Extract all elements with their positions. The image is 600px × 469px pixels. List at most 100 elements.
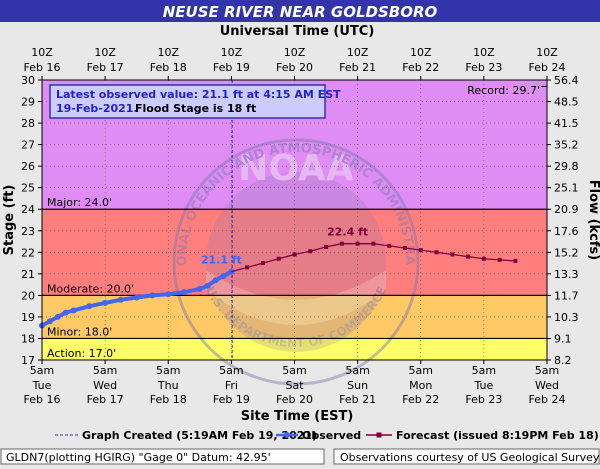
bottom-tick-time: 5am bbox=[93, 364, 117, 377]
forecast-point bbox=[434, 250, 439, 255]
top-tick-time: 10Z bbox=[284, 46, 306, 59]
data-annotation: 22.4 ft bbox=[327, 226, 368, 239]
flow-tick-label: 48.5 bbox=[554, 96, 579, 109]
top-tick-time: 10Z bbox=[94, 46, 116, 59]
forecast-point bbox=[276, 256, 281, 261]
legend: Graph Created (5:19AM Feb 19, 2021) Obse… bbox=[55, 429, 599, 442]
top-tick-time: 10Z bbox=[410, 46, 432, 59]
y-tick-label: 21 bbox=[21, 268, 35, 281]
forecast-point bbox=[513, 258, 518, 263]
info-box bbox=[49, 84, 326, 119]
top-tick-date: Feb 17 bbox=[87, 61, 124, 74]
forecast-point bbox=[387, 243, 392, 248]
band-label: Major: 24.0' bbox=[47, 196, 112, 209]
forecast-point bbox=[260, 261, 265, 266]
flow-tick-label: 10.3 bbox=[554, 311, 579, 324]
flow-tick-label: 25.1 bbox=[554, 182, 579, 195]
observed-point bbox=[212, 277, 219, 284]
y-tick-label: 26 bbox=[21, 160, 35, 173]
observed-point bbox=[149, 292, 156, 299]
observed-point bbox=[46, 318, 53, 325]
y-tick-label: 24 bbox=[21, 203, 35, 216]
top-tick-time: 10Z bbox=[347, 46, 369, 59]
flow-tick-label: 17.6 bbox=[554, 225, 579, 238]
bottom-tick-weekday: Sun bbox=[347, 379, 368, 392]
y-tick-label: 28 bbox=[21, 117, 35, 130]
y-axis-label: Stage (ft) bbox=[2, 185, 17, 256]
observed-point bbox=[165, 291, 172, 298]
bottom-tick-date: Feb 24 bbox=[529, 393, 566, 406]
y-tick-label: 27 bbox=[21, 139, 35, 152]
footer-left-box bbox=[0, 448, 325, 465]
data-annotation: 21.1 ft bbox=[201, 254, 242, 267]
chart-title: NEUSE RIVER NEAR GOLDSBORO bbox=[163, 3, 438, 21]
forecast-point bbox=[497, 257, 502, 262]
forecast-point bbox=[481, 256, 486, 261]
observed-point bbox=[204, 282, 211, 289]
bottom-tick-time: 5am bbox=[219, 364, 243, 377]
bottom-tick-weekday: Tue bbox=[473, 379, 493, 392]
legend-observed: Observed bbox=[302, 429, 361, 442]
bottom-tick-date: Feb 22 bbox=[402, 393, 439, 406]
flow-tick-label: 8.2 bbox=[554, 354, 572, 367]
flow-tick-label: 13.3 bbox=[554, 268, 579, 281]
forecast-point bbox=[245, 265, 250, 270]
info-line-1: Latest observed value: 21.1 ft at 4:15 A… bbox=[56, 88, 341, 101]
record-label: Record: 29.7' bbox=[467, 84, 540, 97]
y2-axis-label: Flow (kcfs) bbox=[586, 180, 600, 260]
y-tick-label: 29 bbox=[21, 96, 35, 109]
forecast-point bbox=[308, 249, 313, 254]
bottom-tick-date: Feb 20 bbox=[276, 393, 313, 406]
top-tick-time: 10Z bbox=[157, 46, 179, 59]
flow-tick-label: 9.1 bbox=[554, 332, 572, 345]
band-action bbox=[42, 338, 547, 360]
bottom-axis-label: Site Time (EST) bbox=[241, 409, 354, 424]
y-tick-label: 23 bbox=[21, 225, 35, 238]
forecast-point bbox=[418, 248, 423, 253]
bottom-tick-time: 5am bbox=[472, 364, 496, 377]
observed-point bbox=[117, 296, 124, 303]
observed-point bbox=[181, 289, 188, 296]
top-tick-time: 10Z bbox=[536, 46, 558, 59]
forecast-point bbox=[402, 246, 407, 250]
title-bar bbox=[0, 0, 600, 22]
forecast-point bbox=[324, 244, 329, 249]
y-tick-label: 17 bbox=[21, 354, 35, 367]
bottom-tick-date: Feb 19 bbox=[213, 393, 250, 406]
bottom-tick-time: 5am bbox=[30, 364, 54, 377]
bottom-tick-date: Feb 16 bbox=[24, 393, 61, 406]
bottom-tick-weekday: Sat bbox=[285, 379, 304, 392]
forecast-point bbox=[450, 252, 455, 257]
y-tick-label: 20 bbox=[21, 289, 35, 302]
footer-right: Observations courtesy of US Geological S… bbox=[340, 451, 600, 464]
observed-point bbox=[54, 313, 61, 320]
top-axis-label: Universal Time (UTC) bbox=[220, 24, 375, 39]
y-tick-label: 25 bbox=[21, 182, 35, 195]
observed-point bbox=[70, 307, 77, 314]
bottom-tick-date: Feb 23 bbox=[465, 393, 502, 406]
flow-tick-label: 41.5 bbox=[554, 117, 579, 130]
bottom-tick-time: 5am bbox=[282, 364, 306, 377]
flow-tick-label: 11.7 bbox=[554, 289, 579, 302]
top-tick-date: Feb 22 bbox=[402, 61, 439, 74]
flow-tick-label: 15.2 bbox=[554, 246, 579, 259]
forecast-point bbox=[292, 252, 297, 257]
watermark-logo-text: NOAA bbox=[238, 148, 354, 189]
observed-point bbox=[220, 273, 227, 279]
info-line-2b: Flood Stage is 18 ft bbox=[135, 102, 256, 115]
y-tick-label: 18 bbox=[21, 332, 35, 345]
info-line-2a: 19-Feb-2021. bbox=[56, 102, 138, 115]
forecast-point bbox=[355, 241, 360, 246]
bottom-tick-date: Feb 18 bbox=[150, 393, 187, 406]
top-tick-date: Feb 24 bbox=[529, 61, 566, 74]
band-label: Minor: 18.0' bbox=[47, 325, 112, 338]
bottom-tick-time: 5am bbox=[535, 364, 559, 377]
top-tick-date: Feb 23 bbox=[465, 61, 502, 74]
forecast-point bbox=[339, 241, 344, 246]
top-tick-date: Feb 18 bbox=[150, 61, 187, 74]
band-label: Action: 17.0' bbox=[47, 347, 116, 360]
forecast-point bbox=[466, 254, 471, 259]
flow-tick-label: 29.8 bbox=[554, 160, 579, 173]
bottom-tick-time: 5am bbox=[156, 364, 180, 377]
